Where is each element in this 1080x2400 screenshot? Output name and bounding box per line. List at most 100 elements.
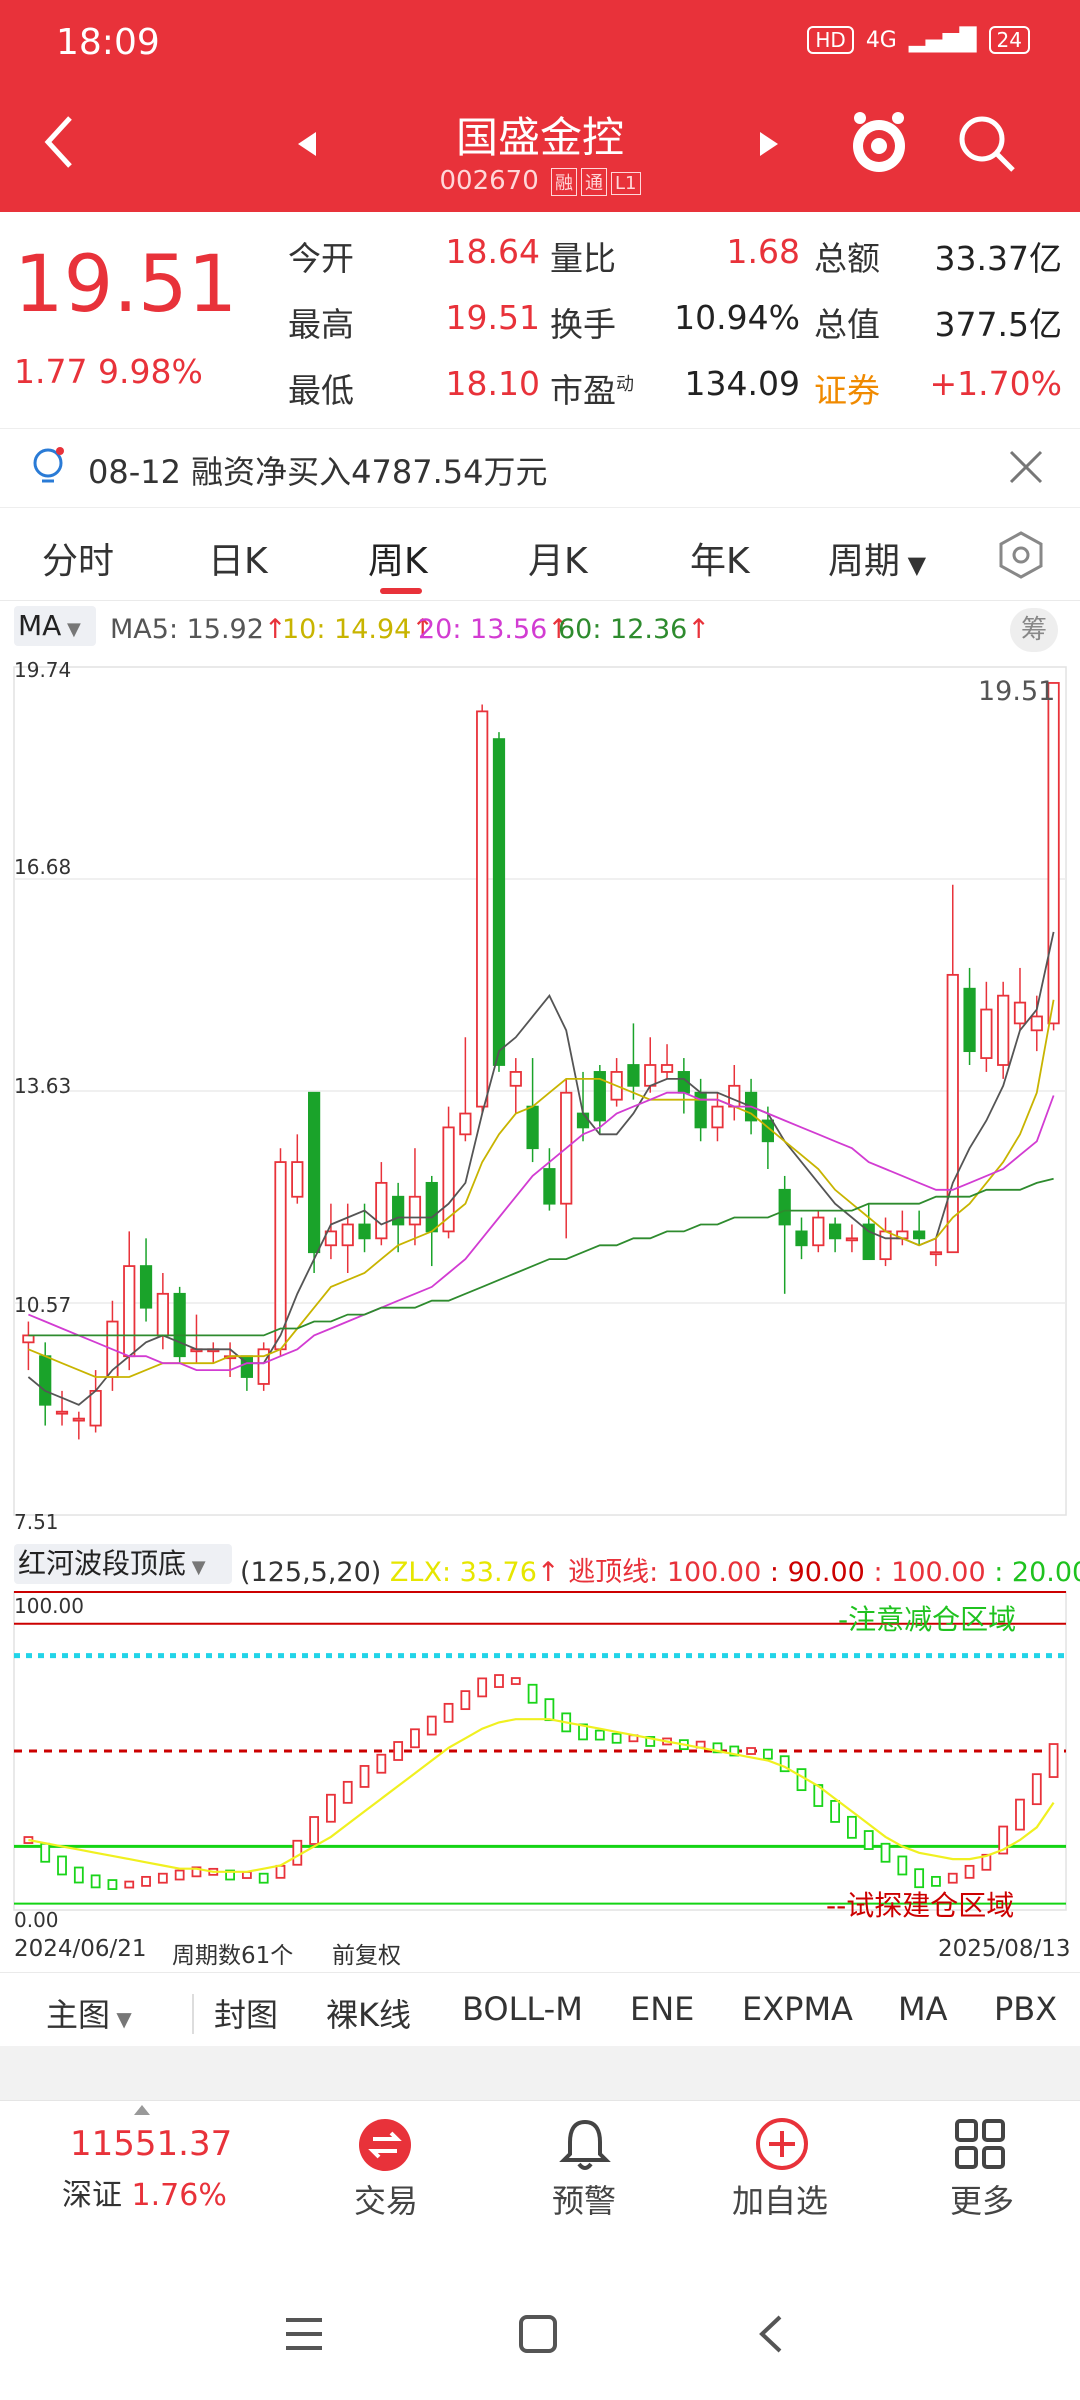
y-label-bottom: 7.51: [14, 1510, 59, 1534]
wave-bar: [342, 1780, 353, 1804]
toolbar-ma[interactable]: MA: [898, 1990, 948, 2028]
label-turnover-rate: 换手: [550, 305, 616, 344]
section-gap: [0, 2046, 1080, 2104]
start-date: 2024/06/21: [14, 1936, 147, 1962]
main-chart-select[interactable]: 主图 ▼: [46, 1996, 132, 2034]
candle: [492, 738, 506, 1066]
nav-more[interactable]: 更多: [950, 2182, 1015, 2220]
tag-rong: 融: [551, 168, 578, 196]
candle: [308, 1091, 321, 1254]
back-icon[interactable]: [40, 112, 80, 176]
tab-daily-k[interactable]: 日K: [208, 541, 268, 582]
wave-bar: [393, 1741, 404, 1761]
sector-link[interactable]: 证券: [814, 371, 880, 410]
wave-bar: [863, 1830, 874, 1850]
zone-reduce-label: -注意减仓区域: [838, 1603, 1017, 1636]
candle: [812, 1216, 825, 1247]
status-icons: HD 4G ▂▄▆█ 24: [807, 26, 1030, 54]
wave-bar: [225, 1869, 235, 1881]
indicator-chart[interactable]: [0, 1580, 1080, 1930]
nav-add-watchlist[interactable]: 加自选: [732, 2182, 829, 2220]
grid-more-icon[interactable]: [954, 2118, 1006, 2174]
wave-bar: [847, 1815, 857, 1839]
wave-bar: [1015, 1798, 1025, 1831]
tag-tong: 通: [581, 168, 608, 196]
candle: [408, 1195, 422, 1226]
menu-icon[interactable]: [284, 2316, 324, 2356]
bell-icon[interactable]: [558, 2116, 612, 2176]
candle: [442, 1126, 455, 1233]
candle: [593, 1071, 606, 1122]
value-turnover-amount: 33.37亿: [934, 239, 1062, 278]
change-value: 1.77: [14, 352, 88, 391]
notice-bar[interactable]: 08-12 融资净买入4787.54万元: [0, 428, 1080, 508]
label-high: 最高: [288, 305, 354, 344]
tab-intraday[interactable]: 分时: [42, 541, 115, 582]
active-tab-indicator: [380, 588, 422, 594]
candle: [392, 1195, 405, 1226]
candle: [980, 1008, 993, 1059]
assistant-mascot-icon[interactable]: [848, 108, 910, 182]
candle: [72, 1417, 85, 1422]
nav-trade[interactable]: 交易: [354, 2182, 419, 2220]
ma5-legend: MA5: 15.92↑: [110, 614, 287, 645]
tag-l1: L1: [611, 172, 641, 195]
sub-indicator-select[interactable]: 红河波段顶底 ▼: [14, 1544, 232, 1584]
index-info[interactable]: 深证 1.76%: [62, 2178, 227, 2213]
wave-bar: [964, 1864, 975, 1879]
candle: [543, 1168, 556, 1205]
toolbar-expma[interactable]: EXPMA: [742, 1990, 853, 2028]
tab-yearly-k[interactable]: 年K: [690, 541, 750, 582]
candle: [39, 1355, 52, 1406]
tab-monthly-k[interactable]: 月K: [528, 541, 588, 582]
prev-stock-icon[interactable]: [296, 130, 320, 162]
kline-chart[interactable]: [0, 655, 1080, 1535]
toolbar-pbx[interactable]: PBX: [994, 1990, 1058, 2028]
nav-alert[interactable]: 预警: [552, 2182, 617, 2220]
candle: [963, 987, 976, 1053]
candle: [341, 1223, 354, 1247]
add-watchlist-icon[interactable]: [754, 2116, 810, 2176]
back-nav-icon[interactable]: [756, 2314, 786, 2358]
toolbar-cover-chart[interactable]: 封图: [214, 1996, 279, 2034]
trade-icon[interactable]: [358, 2118, 412, 2176]
toolbar-naked-k[interactable]: 裸K线: [326, 1996, 411, 2034]
value-low: 18.10: [445, 364, 540, 403]
label-volume-ratio: 量比: [550, 239, 616, 278]
wave-bar: [376, 1753, 387, 1774]
candle: [862, 1223, 875, 1261]
wave-bar: [141, 1875, 151, 1887]
candle: [795, 1230, 808, 1247]
wave-bar: [880, 1842, 891, 1863]
wave-bar: [712, 1742, 723, 1754]
wave-bar: [410, 1728, 420, 1749]
wave-bar: [729, 1745, 740, 1757]
wave-bar: [40, 1842, 51, 1863]
stock-code-line: 002670 融通 L1: [0, 166, 1080, 196]
search-icon[interactable]: [955, 112, 1019, 180]
chip-distribution-button[interactable]: 筹: [1010, 608, 1058, 652]
value-market-cap: 377.5亿: [934, 305, 1062, 344]
wave-bar: [460, 1690, 471, 1711]
toolbar-ene[interactable]: ENE: [630, 1990, 695, 2028]
wave-bar: [1048, 1743, 1059, 1778]
zone-build-label: --试探建仓区域: [826, 1889, 1015, 1922]
tab-period[interactable]: 周期 ▼: [828, 541, 927, 582]
wave-bar: [578, 1723, 588, 1741]
wave-bar: [611, 1732, 622, 1744]
home-icon[interactable]: [518, 2314, 558, 2358]
close-icon[interactable]: [1008, 449, 1044, 489]
index-value[interactable]: 11551.37: [70, 2124, 233, 2164]
candle: [257, 1348, 270, 1385]
wave-bar: [275, 1864, 286, 1879]
wave-bar: [796, 1768, 807, 1792]
wave-bar: [998, 1825, 1009, 1855]
tab-weekly-k[interactable]: 周K: [368, 541, 428, 582]
settings-hexagon-icon[interactable]: [996, 530, 1046, 584]
main-indicator-select[interactable]: MA ▼: [14, 606, 96, 646]
toolbar-boll-m[interactable]: BOLL-M: [462, 1990, 583, 2028]
next-stock-icon[interactable]: [756, 130, 780, 162]
header-bar: [0, 0, 1080, 212]
candle: [156, 1292, 169, 1337]
candle: [997, 994, 1010, 1066]
